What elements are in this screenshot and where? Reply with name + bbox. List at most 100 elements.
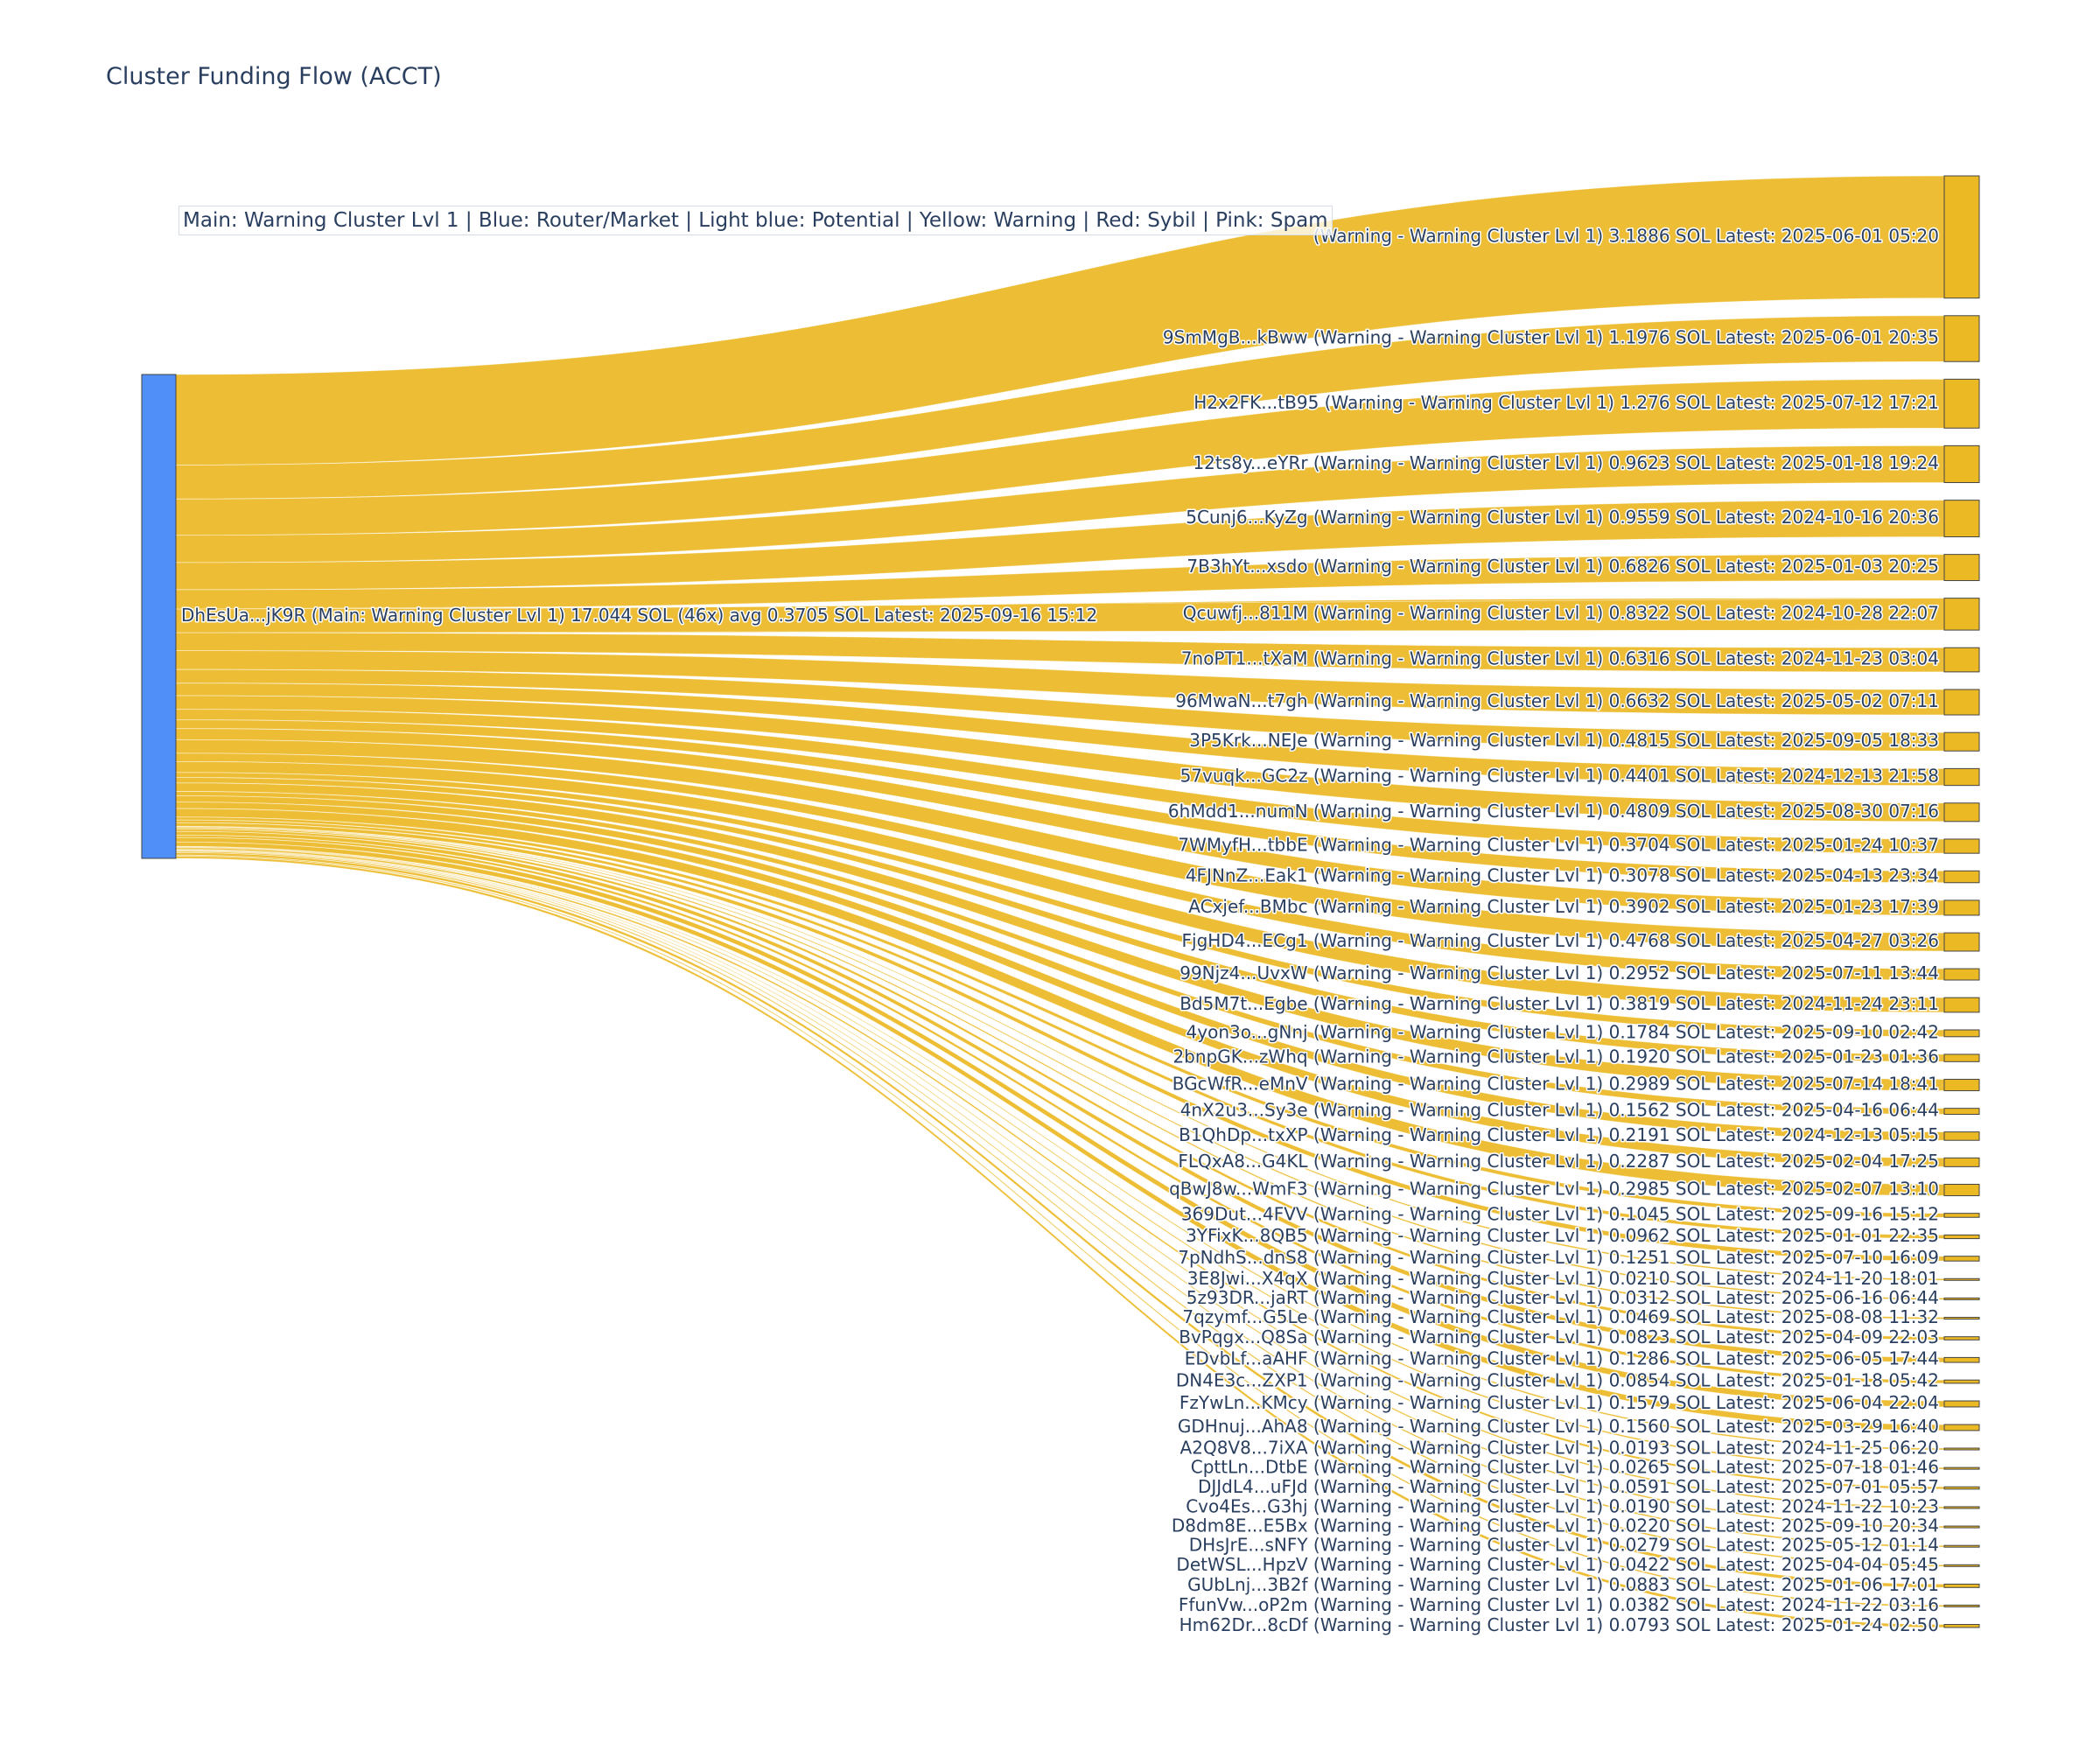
target-node-label: BGcWfR...eMnV (Warning - Warning Cluster…	[1172, 1074, 1939, 1095]
target-node[interactable]	[1943, 767, 1980, 787]
target-node[interactable]	[1943, 1256, 1980, 1262]
target-node[interactable]	[1943, 968, 1980, 981]
target-node[interactable]	[1943, 900, 1980, 916]
links-layer	[175, 175, 1945, 1628]
target-node-label: FfunVw...oP2m (Warning - Warning Cluster…	[1179, 1594, 1939, 1615]
target-node[interactable]	[1943, 732, 1980, 752]
target-node[interactable]	[1943, 1029, 1980, 1038]
labels-layer: DhEsUa...jK9R (Main: Warning Cluster Lvl…	[180, 224, 1941, 1636]
nodes-layer	[141, 175, 1980, 1628]
target-node-label: 7qzymf...G5Le (Warning - Warning Cluster…	[1182, 1306, 1939, 1327]
target-node-label: CpttLn...DtbE (Warning - Warning Cluster…	[1191, 1457, 1939, 1478]
target-node[interactable]	[1943, 1054, 1980, 1062]
target-node-label: 4yon3o...gNnj (Warning - Warning Cluster…	[1186, 1021, 1939, 1042]
target-node-label: DHsJrE...sNFY (Warning - Warning Cluster…	[1189, 1535, 1939, 1556]
target-node-label: Bd5M7t...Egbe (Warning - Warning Cluster…	[1180, 993, 1939, 1014]
target-node-label: BvPqgx...Q8Sa (Warning - Warning Cluster…	[1179, 1326, 1939, 1348]
target-node[interactable]	[1943, 598, 1980, 631]
target-node-label: B1QhDp...txXP (Warning - Warning Cluster…	[1179, 1124, 1939, 1145]
target-node[interactable]	[1943, 1157, 1980, 1167]
target-node-label: 3E8Jwi...X4qX (Warning - Warning Cluster…	[1187, 1268, 1939, 1289]
target-node[interactable]	[1943, 1583, 1980, 1588]
target-node-label: 369Dut...4FVV (Warning - Warning Cluster…	[1181, 1203, 1939, 1224]
target-node-label: D8dm8E...E5Bx (Warning - Warning Cluster…	[1172, 1516, 1939, 1536]
target-node[interactable]	[1943, 1213, 1980, 1218]
source-node[interactable]	[141, 374, 177, 859]
target-node-label: 5Cunj6...KyZg (Warning - Warning Cluster…	[1186, 507, 1939, 528]
target-node-label: FLQxA8...G4KL (Warning - Warning Cluster…	[1178, 1151, 1939, 1172]
target-node-label: 3YFixK...8QB5 (Warning - Warning Cluster…	[1186, 1225, 1939, 1246]
target-node-label: 3P5Krk...NEJe (Warning - Warning Cluster…	[1189, 730, 1939, 751]
target-node[interactable]	[1943, 1564, 1980, 1567]
target-node[interactable]	[1943, 1544, 1980, 1548]
target-node[interactable]	[1943, 1317, 1980, 1320]
target-node[interactable]	[1943, 689, 1980, 716]
target-node-label: GUbLnj...3B2f (Warning - Warning Cluster…	[1187, 1574, 1939, 1595]
target-node[interactable]	[1943, 1466, 1980, 1470]
chart-title: Cluster Funding Flow (ACCT)	[106, 63, 442, 90]
target-node-label: 4FJNnZ...Eak1 (Warning - Warning Cluster…	[1186, 865, 1939, 886]
target-node[interactable]	[1943, 1108, 1980, 1116]
target-node[interactable]	[1943, 175, 1980, 299]
target-node[interactable]	[1943, 1624, 1980, 1628]
target-node-label: 99Njz4...UvxW (Warning - Warning Cluster…	[1180, 962, 1939, 984]
target-node-label: 7pNdhS...dnS8 (Warning - Warning Cluster…	[1178, 1247, 1939, 1268]
target-node[interactable]	[1943, 1379, 1980, 1384]
target-node-label: ACxjef...BMbc (Warning - Warning Cluster…	[1188, 896, 1939, 917]
target-node[interactable]	[1943, 554, 1980, 582]
target-node[interactable]	[1943, 838, 1980, 854]
target-node[interactable]	[1943, 444, 1980, 484]
target-node[interactable]	[1943, 1078, 1980, 1092]
target-node-label: 96MwaN...t7gh (Warning - Warning Cluster…	[1175, 690, 1939, 711]
target-node[interactable]	[1943, 1424, 1980, 1432]
target-node-label: (Warning - Warning Cluster Lvl 1) 3.1886…	[1313, 225, 1939, 246]
target-node[interactable]	[1943, 1183, 1980, 1197]
target-node[interactable]	[1943, 870, 1980, 884]
target-node-label: 6hMdd1...numN (Warning - Warning Cluster…	[1168, 801, 1939, 822]
target-node-label: 9SmMgB...kBww (Warning - Warning Cluster…	[1163, 327, 1939, 348]
target-node[interactable]	[1943, 1400, 1980, 1408]
target-node[interactable]	[1943, 500, 1980, 538]
target-node-label: H2x2FK...tB95 (Warning - Warning Cluster…	[1194, 392, 1939, 413]
target-node[interactable]	[1943, 932, 1980, 952]
target-node[interactable]	[1943, 1297, 1980, 1300]
target-node[interactable]	[1943, 997, 1980, 1013]
target-node[interactable]	[1943, 1234, 1980, 1240]
target-node-label: Hm62Dr...8cDf (Warning - Warning Cluster…	[1180, 1614, 1939, 1635]
target-node[interactable]	[1943, 315, 1980, 362]
legend-annotation: Main: Warning Cluster Lvl 1 | Blue: Rout…	[178, 206, 1333, 235]
target-node[interactable]	[1943, 378, 1980, 429]
target-node[interactable]	[1943, 1525, 1980, 1529]
target-node[interactable]	[1943, 1604, 1980, 1607]
target-node[interactable]	[1943, 802, 1980, 822]
target-node-label: 5z93DR...jaRT (Warning - Warning Cluster…	[1186, 1287, 1939, 1308]
target-node-label: 4nX2u3...Sy3e (Warning - Warning Cluster…	[1180, 1100, 1939, 1121]
target-node-label: 2bnpGK...zWhq (Warning - Warning Cluster…	[1172, 1046, 1939, 1068]
target-node-label: DetWSL...HpzV (Warning - Warning Cluster…	[1176, 1554, 1939, 1575]
target-node[interactable]	[1943, 1356, 1980, 1363]
target-node-label: FjgHD4...ECg1 (Warning - Warning Cluster…	[1182, 930, 1939, 951]
target-node[interactable]	[1943, 1131, 1980, 1141]
target-node-label: DN4E3c...ZXP1 (Warning - Warning Cluster…	[1176, 1370, 1939, 1391]
target-node-label: 7noPT1...tXaM (Warning - Warning Cluster…	[1181, 648, 1939, 669]
target-node-label: Cvo4Es...G3hj (Warning - Warning Cluster…	[1186, 1495, 1939, 1516]
target-node-label: 12ts8y...eYRr (Warning - Warning Cluster…	[1193, 452, 1939, 473]
target-node-label: FzYwLn...KMcy (Warning - Warning Cluster…	[1180, 1392, 1939, 1413]
target-node-label: 7WMyfH...tbbE (Warning - Warning Cluster…	[1178, 835, 1939, 856]
target-node[interactable]	[1943, 1447, 1980, 1451]
target-node-label: Qcuwfj...811M (Warning - Warning Cluster…	[1183, 602, 1939, 623]
target-node[interactable]	[1943, 1486, 1980, 1490]
target-node[interactable]	[1943, 647, 1980, 673]
target-node-label: EDvbLf...aAHF (Warning - Warning Cluster…	[1185, 1348, 1939, 1369]
source-node-label: DhEsUa...jK9R (Main: Warning Cluster Lvl…	[181, 605, 1097, 626]
target-node[interactable]	[1943, 1278, 1980, 1281]
target-node-label: GDHnuj...AhA8 (Warning - Warning Cluster…	[1178, 1416, 1939, 1437]
target-node[interactable]	[1943, 1506, 1980, 1509]
target-node-label: 7B3hYt...xsdo (Warning - Warning Cluster…	[1186, 556, 1939, 577]
target-node-label: DJJdL4...uFJd (Warning - Warning Cluster…	[1198, 1476, 1939, 1497]
target-node[interactable]	[1943, 1336, 1980, 1340]
target-node-label: qBwJ8w...WmF3 (Warning - Warning Cluster…	[1169, 1179, 1939, 1200]
target-node-label: A2Q8V8...7iXA (Warning - Warning Cluster…	[1180, 1438, 1939, 1459]
